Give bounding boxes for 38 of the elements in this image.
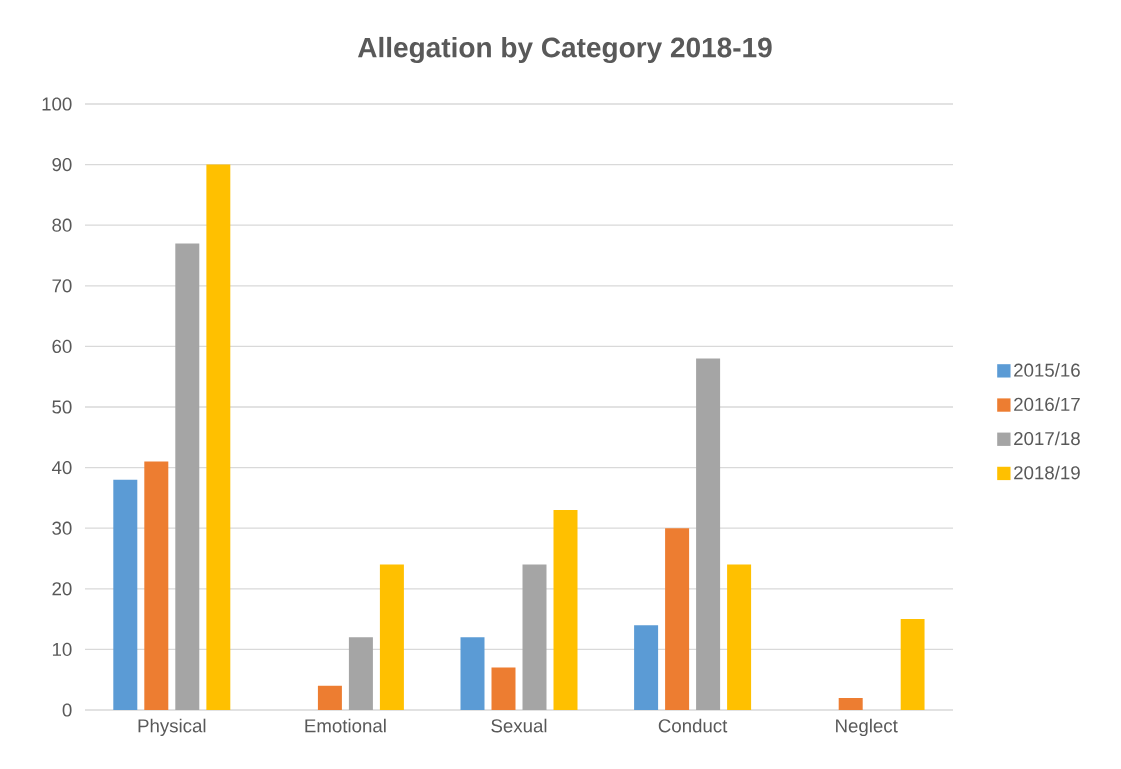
bar [491, 667, 516, 710]
bar [175, 243, 200, 710]
y-tick-label: 90 [52, 157, 72, 172]
x-tick-label: Emotional [305, 718, 386, 733]
bar [460, 637, 485, 710]
bar [113, 479, 138, 710]
y-tick-label: 0 [62, 703, 72, 717]
y-tick-label: 30 [52, 521, 72, 535]
y-tick-label: 80 [52, 218, 72, 232]
x-tick-label: Physical [138, 718, 206, 737]
y-tick-label: 70 [52, 279, 72, 293]
bar [206, 164, 231, 710]
bar [553, 510, 578, 710]
bar [144, 461, 169, 710]
legend-label: 2018/19 [1014, 465, 1080, 480]
y-tick-label: 60 [52, 339, 72, 354]
legend-label: 2017/18 [1014, 431, 1080, 446]
bar [317, 685, 342, 710]
bar [727, 564, 752, 710]
x-tick-label: Sexual [491, 718, 547, 733]
x-tick-label: Neglect [836, 718, 898, 737]
bar [696, 358, 721, 710]
y-tick-label: 40 [51, 460, 72, 475]
bar [665, 528, 690, 710]
y-tick-label: 100 [42, 97, 72, 111]
y-tick-label: 50 [52, 400, 72, 414]
chart-title: Allegation by Category 2018-19 [357, 36, 772, 64]
bar [838, 697, 863, 710]
y-tick-label: 20 [52, 582, 72, 596]
bar [900, 619, 925, 710]
bar [348, 637, 373, 710]
bar [634, 625, 659, 710]
y-tick-label: 10 [52, 642, 72, 657]
bar [379, 564, 404, 710]
bar [522, 564, 547, 710]
legend-label: 2016/17 [1014, 397, 1080, 411]
legend-label: 2015/16 [1014, 363, 1080, 377]
x-tick-label: Conduct [658, 718, 728, 733]
